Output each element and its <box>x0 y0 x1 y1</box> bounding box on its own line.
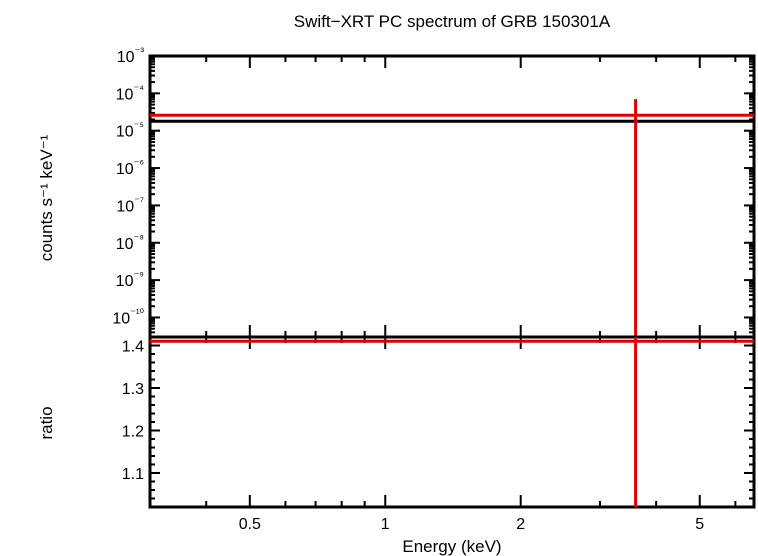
x-tick-label: 1 <box>381 516 390 533</box>
y-tick-label-spectrum: 10⁻¹⁰ <box>112 307 144 327</box>
x-tick-label: 5 <box>695 516 704 533</box>
y-tick-label-ratio: 1.3 <box>122 381 144 398</box>
y-tick-label-spectrum: 10⁻⁹ <box>116 270 144 290</box>
y-tick-label-spectrum: 10⁻³ <box>117 46 145 66</box>
x-axis-label: Energy (keV) <box>402 537 501 556</box>
y-tick-label-ratio: 1.2 <box>122 424 144 441</box>
x-tick-label: 2 <box>516 516 525 533</box>
plot-frame-ratio <box>148 335 756 509</box>
y-tick-label-spectrum: 10⁻⁴ <box>116 83 145 103</box>
y-tick-label-ratio: 1.4 <box>122 339 144 356</box>
y-tick-label-ratio: 1.1 <box>122 466 144 483</box>
y-tick-label-spectrum: 10⁻⁸ <box>116 233 144 253</box>
chart-title: Swift−XRT PC spectrum of GRB 150301A <box>294 12 611 31</box>
y-tick-label-spectrum: 10⁻⁶ <box>116 158 144 178</box>
plot-layer: 10⁻³ 10⁻⁴ 10⁻⁵ 10⁻⁶ 10⁻⁷ 10⁻⁸ 10⁻⁹ 10⁻¹⁰ 1.1 1.2 1… <box>112 46 756 533</box>
y-tick-label-spectrum: 10⁻⁵ <box>116 121 144 141</box>
y-tick-label-spectrum: 10⁻⁷ <box>116 195 144 215</box>
plot-frame-spectrum <box>148 54 756 339</box>
y-axis-label-spectrum: counts s⁻¹ keV⁻¹ <box>37 134 56 261</box>
x-tick-label: 0.5 <box>239 516 261 533</box>
y-axis-label-ratio: ratio <box>37 406 56 439</box>
